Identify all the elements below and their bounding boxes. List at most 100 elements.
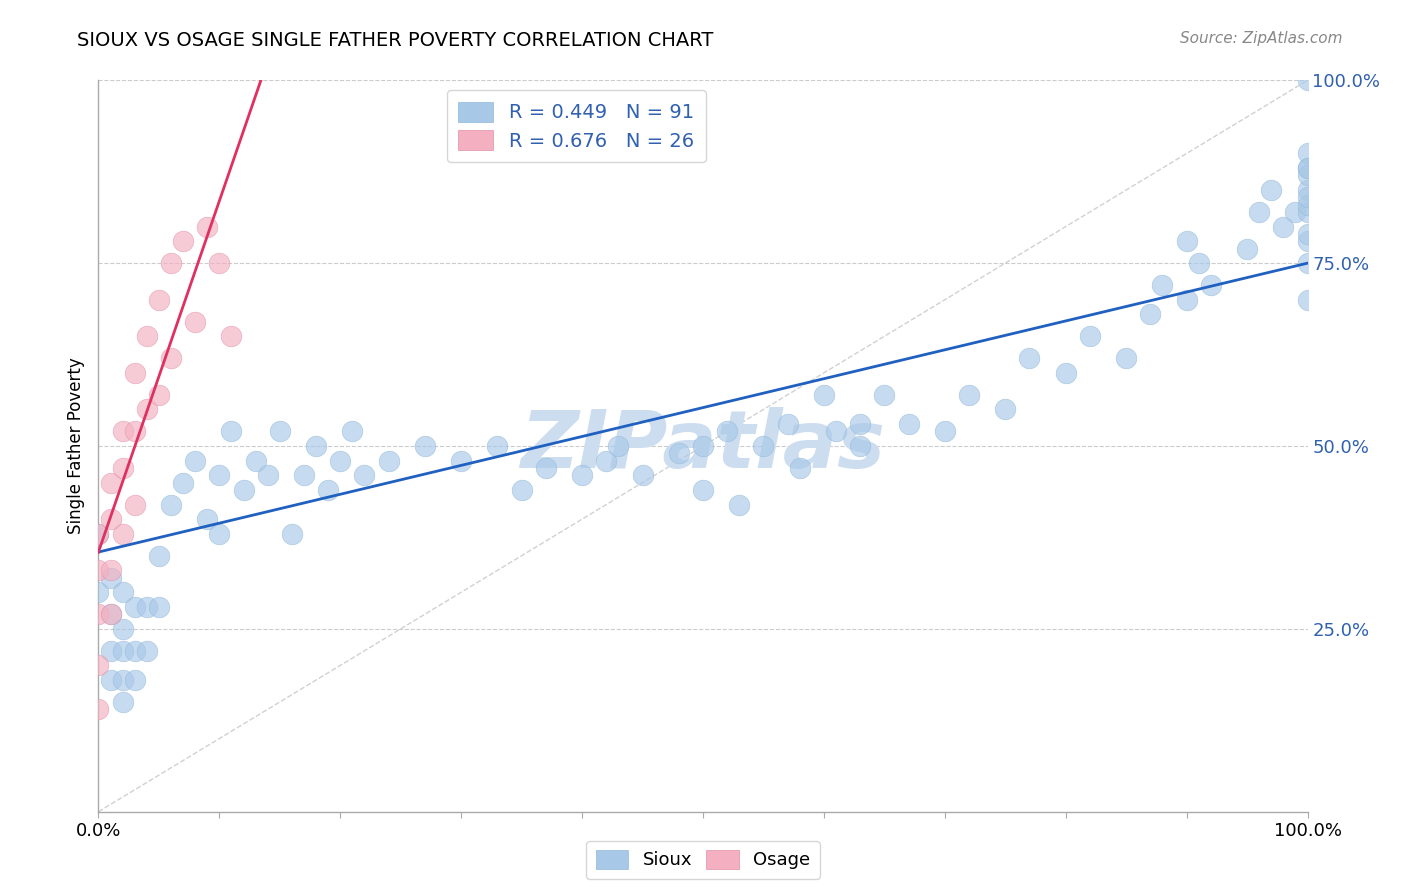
Point [111, 622, 134, 636]
Point [1054, 366, 1077, 380]
Point [1296, 205, 1319, 219]
Point [111, 695, 134, 709]
Point [1018, 351, 1040, 366]
Point [124, 366, 146, 380]
Point [160, 351, 183, 366]
Point [1296, 169, 1319, 183]
Point [135, 599, 157, 614]
Point [184, 453, 207, 467]
Point [776, 417, 799, 431]
Point [1296, 234, 1319, 248]
Point [316, 483, 339, 497]
Point [232, 483, 254, 497]
Point [1115, 351, 1137, 366]
Point [100, 563, 122, 577]
Point [87, 585, 110, 599]
Point [172, 475, 194, 490]
Point [1296, 183, 1319, 197]
Point [1249, 205, 1271, 219]
Point [100, 607, 122, 622]
Point [1236, 242, 1258, 256]
Point [1296, 161, 1319, 175]
Point [873, 388, 896, 402]
Point [87, 563, 110, 577]
Point [111, 673, 134, 687]
Point [1296, 256, 1319, 270]
Point [413, 439, 436, 453]
Point [124, 599, 146, 614]
Point [934, 425, 956, 439]
Text: ZIPatlas: ZIPatlas [520, 407, 886, 485]
Point [148, 549, 170, 563]
Point [135, 644, 157, 658]
Point [87, 607, 110, 622]
Point [849, 417, 872, 431]
Point [87, 702, 110, 716]
Point [510, 483, 533, 497]
Point [135, 402, 157, 417]
Point [124, 425, 146, 439]
Point [111, 644, 134, 658]
Point [377, 453, 399, 467]
Point [208, 468, 231, 483]
Y-axis label: Single Father Poverty: Single Father Poverty [67, 358, 86, 534]
Point [716, 425, 738, 439]
Point [825, 425, 848, 439]
Point [256, 468, 278, 483]
Legend: Sioux, Osage: Sioux, Osage [586, 841, 820, 879]
Point [1284, 205, 1306, 219]
Point [292, 468, 315, 483]
Point [148, 599, 170, 614]
Point [329, 453, 352, 467]
Point [1296, 146, 1319, 161]
Point [269, 425, 291, 439]
Point [353, 468, 375, 483]
Point [1139, 307, 1161, 321]
Point [957, 388, 980, 402]
Point [1296, 190, 1319, 204]
Point [100, 673, 122, 687]
Point [1296, 227, 1319, 241]
Point [87, 526, 110, 541]
Point [124, 644, 146, 658]
Point [1152, 278, 1174, 293]
Point [813, 388, 835, 402]
Point [1272, 219, 1295, 234]
Point [111, 461, 134, 475]
Point [1296, 197, 1319, 211]
Point [1175, 293, 1198, 307]
Point [450, 453, 472, 467]
Point [160, 256, 183, 270]
Point [752, 439, 775, 453]
Point [195, 219, 218, 234]
Point [221, 425, 243, 439]
Point [172, 234, 194, 248]
Point [571, 468, 593, 483]
Point [486, 439, 509, 453]
Point [1296, 293, 1319, 307]
Point [849, 439, 872, 453]
Point [124, 673, 146, 687]
Point [1296, 73, 1319, 87]
Point [994, 402, 1017, 417]
Point [111, 425, 134, 439]
Point [100, 644, 122, 658]
Point [148, 293, 170, 307]
Point [100, 475, 122, 490]
Point [195, 512, 218, 526]
Point [692, 439, 714, 453]
Point [1260, 183, 1282, 197]
Point [135, 329, 157, 343]
Point [1296, 161, 1319, 175]
Point [728, 498, 751, 512]
Point [124, 498, 146, 512]
Point [160, 498, 183, 512]
Point [148, 388, 170, 402]
Text: SIOUX VS OSAGE SINGLE FATHER POVERTY CORRELATION CHART: SIOUX VS OSAGE SINGLE FATHER POVERTY COR… [77, 31, 714, 50]
Point [668, 446, 690, 460]
Point [100, 607, 122, 622]
Point [87, 526, 110, 541]
Point [607, 439, 630, 453]
Point [184, 315, 207, 329]
Point [100, 571, 122, 585]
